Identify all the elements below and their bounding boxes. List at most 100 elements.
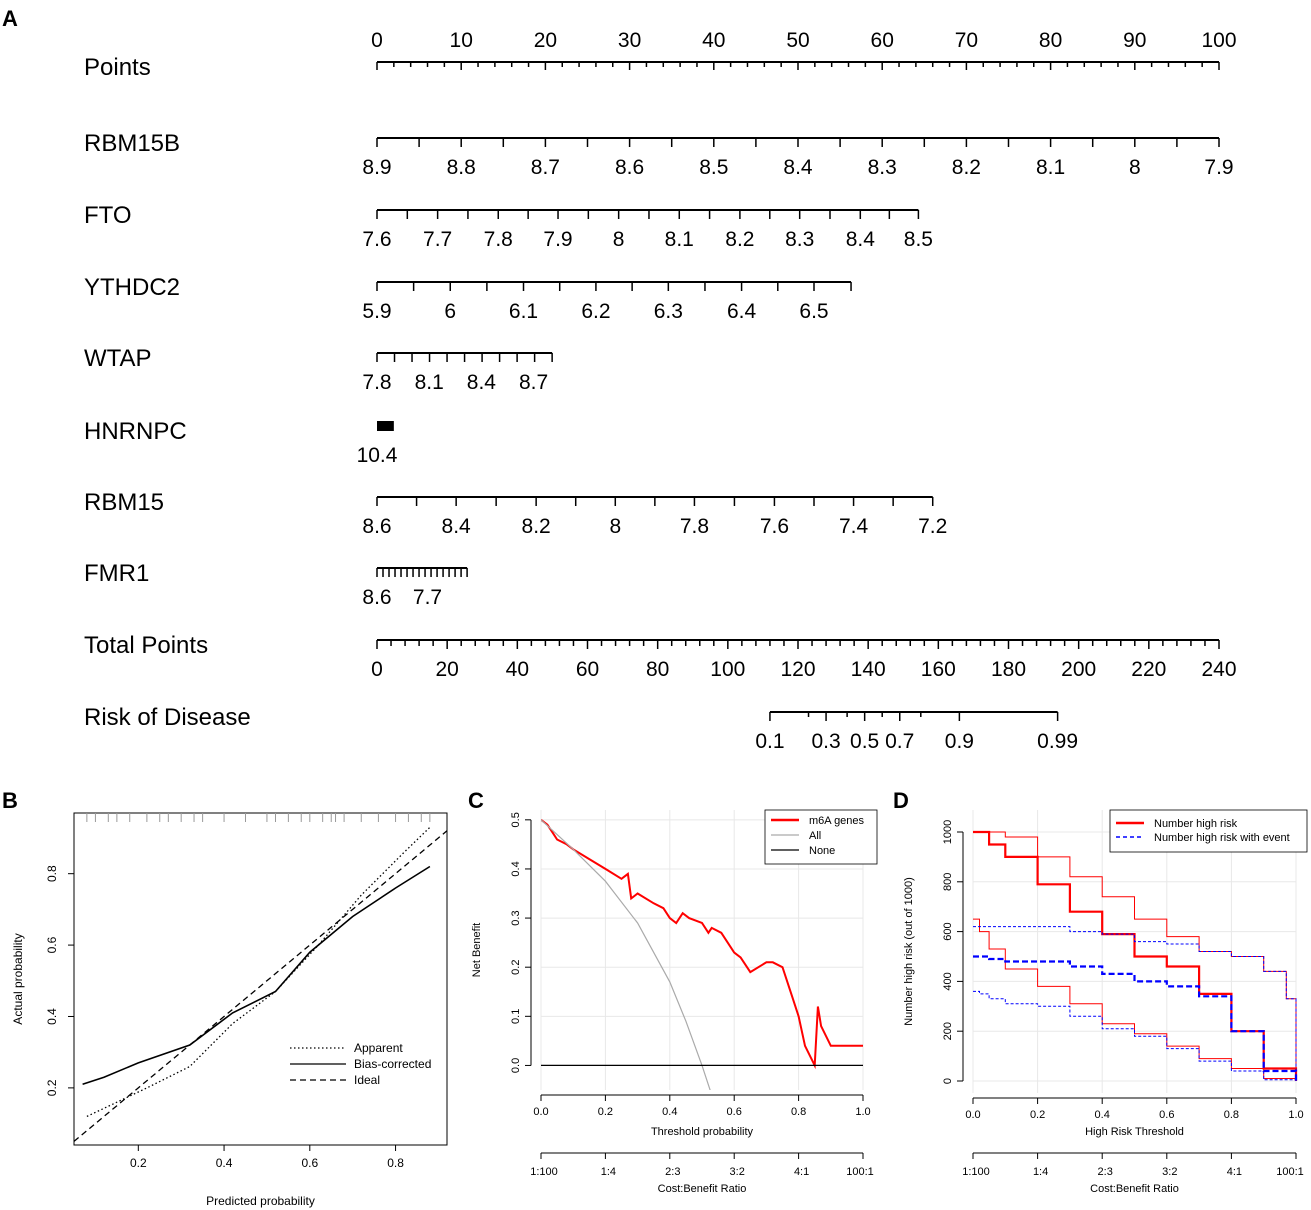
rbm15b-tick-label: 8.1 [1036, 156, 1065, 179]
rbm15b-tick-label: 8 [1129, 156, 1141, 179]
row-label-hnrnpc: HNRNPC [84, 418, 187, 445]
fto-tick-label: 7.9 [543, 228, 572, 251]
x2-tick-label: 2:3 [665, 1166, 680, 1178]
y-tick-label: 0.0 [510, 1058, 522, 1073]
series-number-high-risk-upper [973, 831, 1297, 1081]
x-axis-title: High Risk Threshold [1085, 1126, 1184, 1138]
fto-tick-label: 8.5 [904, 228, 933, 251]
fmr1-tick-label: 7.7 [413, 586, 442, 609]
total-points-tick-label: 240 [1201, 658, 1236, 681]
y-tick-label: 400 [942, 972, 954, 990]
x2-tick-label: 100:1 [1276, 1166, 1304, 1178]
rbm15-tick-label: 8.4 [442, 515, 472, 538]
x-tick-label: 0.4 [216, 1156, 233, 1170]
y-tick-label: 0 [942, 1078, 954, 1084]
series-number-high-risk-with-event [973, 955, 1298, 1081]
legend-box [1109, 809, 1308, 853]
row-label-total-points: Total Points [84, 632, 208, 659]
y-tick-label: 0.6 [45, 936, 59, 953]
rbm15b-tick-label: 8.6 [615, 156, 644, 179]
total-points-tick-label: 180 [991, 658, 1026, 681]
calibration-plot-frame [73, 812, 448, 1146]
panel-label-d: D [893, 788, 909, 813]
y-axis-title: Number high risk (out of 1000) [903, 877, 915, 1026]
risk-tick-label: 0.5 [850, 730, 879, 753]
legend-label-number-high-risk: Number high risk [1154, 818, 1238, 830]
points-tick-label: 60 [871, 29, 894, 52]
panel-label-c: C [468, 788, 484, 813]
y-tick-label: 0.2 [510, 960, 522, 975]
row-label-risk-of-disease: Risk of Disease [84, 704, 251, 731]
x-tick-label: 0.4 [662, 1106, 677, 1118]
total-points-tick-label: 0 [371, 658, 383, 681]
fto-tick-label: 8.3 [785, 228, 814, 251]
x-tick-label: 0.0 [965, 1109, 980, 1121]
risk-tick-label: 0.7 [885, 730, 914, 753]
x-tick-label: 1.0 [855, 1106, 870, 1118]
row-label-ythdc2: YTHDC2 [84, 274, 180, 301]
x2-tick-label: 1:100 [962, 1166, 990, 1178]
total-points-tick-label: 120 [780, 658, 815, 681]
legend-label-apparent: Apparent [354, 1041, 403, 1055]
row-label-fmr1: FMR1 [84, 560, 149, 587]
x2-tick-label: 1:4 [601, 1166, 616, 1178]
rbm15b-tick-label: 8.5 [699, 156, 728, 179]
fto-tick-label: 7.6 [362, 228, 391, 251]
fto-tick-label: 7.7 [423, 228, 452, 251]
x2-tick-label: 1:100 [530, 1166, 558, 1178]
series-with-event-lower [973, 990, 1297, 1081]
y-axis-title: Actual probability [11, 933, 25, 1024]
rbm15b-tick-label: 8.2 [952, 156, 981, 179]
ythdc2-tick-label: 6.4 [727, 300, 757, 323]
x2-tick-label: 1:4 [1033, 1166, 1048, 1178]
row-label-wtap: WTAP [84, 345, 152, 372]
series-with-event-upper [973, 926, 1297, 1081]
panel-label-a: A [2, 6, 18, 31]
ythdc2-tick-label: 6.3 [654, 300, 683, 323]
y-tick-label: 0.4 [510, 861, 522, 876]
x2-tick-label: 2:3 [1098, 1166, 1113, 1178]
risk-tick-label: 0.1 [755, 730, 784, 753]
points-tick-label: 90 [1123, 29, 1146, 52]
rbm15-tick-label: 7.8 [680, 515, 709, 538]
ythdc2-tick-label: 5.9 [362, 300, 391, 323]
y-tick-label: 200 [942, 1022, 954, 1040]
x2-tick-label: 4:1 [1227, 1166, 1242, 1178]
total-points-tick-label: 220 [1131, 658, 1166, 681]
row-label-fto: FTO [84, 202, 132, 229]
clinical-impact-panel: 0 200 400 600 800 1000 Number high risk (out o… [903, 809, 1308, 1195]
row-label-points: Points [84, 54, 151, 81]
x-tick-label: 0.6 [727, 1106, 742, 1118]
fto-tick-label: 8.4 [846, 228, 876, 251]
total-points-tick-label: 160 [921, 658, 956, 681]
total-points-tick-label: 200 [1061, 658, 1096, 681]
rbm15-tick-label: 8.2 [522, 515, 551, 538]
x-tick-label: 0.8 [1224, 1109, 1239, 1121]
y-tick-label: 0.8 [45, 865, 59, 882]
row-label-rbm15: RBM15 [84, 489, 164, 516]
x-tick-label: 0.2 [130, 1156, 147, 1170]
ythdc2-tick-label: 6 [444, 300, 456, 323]
total-points-tick-label: 80 [646, 658, 669, 681]
wtap-tick-label: 8.7 [519, 371, 548, 394]
x-axis-title: Predicted probability [206, 1194, 315, 1208]
x2-tick-label: 100:1 [846, 1166, 874, 1178]
fto-tick-label: 8.1 [665, 228, 694, 251]
wtap-tick-label: 8.1 [415, 371, 444, 394]
ythdc2-tick-label: 6.5 [799, 300, 828, 323]
rbm15b-tick-label: 7.9 [1204, 156, 1233, 179]
rbm15b-tick-label: 8.8 [447, 156, 476, 179]
fto-tick-label: 7.8 [484, 228, 513, 251]
risk-tick-label: 0.3 [811, 730, 840, 753]
points-tick-label: 10 [450, 29, 473, 52]
rbm15-tick-label: 8.6 [362, 515, 391, 538]
x2-tick-label: 3:2 [730, 1166, 745, 1178]
points-tick-label: 30 [618, 29, 641, 52]
hnrnpc-tick-label: 10.4 [357, 444, 398, 467]
points-tick-label: 20 [534, 29, 557, 52]
rbm15-tick-label: 7.4 [839, 515, 869, 538]
x2-tick-label: 4:1 [794, 1166, 809, 1178]
rbm15b-tick-label: 8.9 [362, 156, 391, 179]
legend-label-all: All [809, 830, 821, 842]
